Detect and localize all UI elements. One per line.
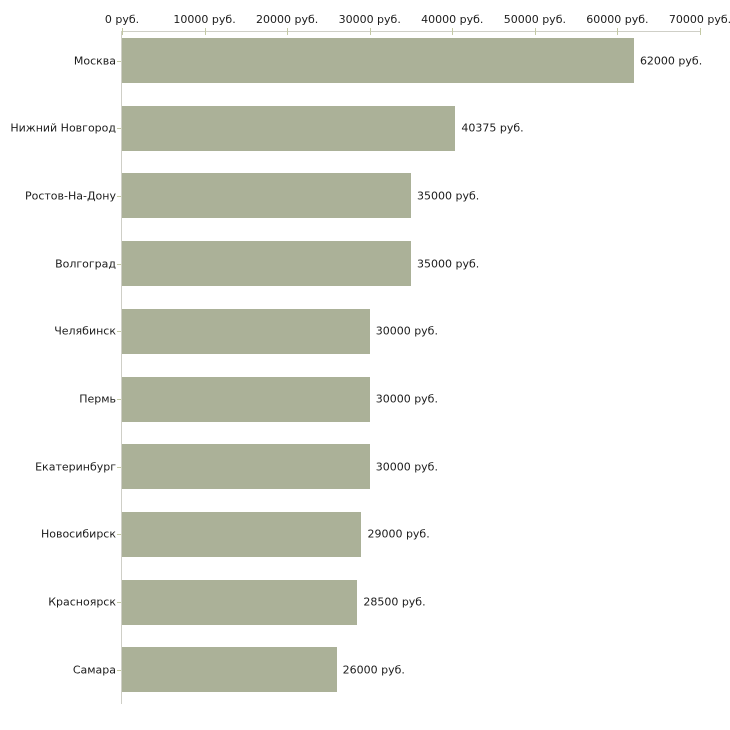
bar	[122, 511, 362, 557]
value-label: 30000 руб.	[375, 392, 438, 406]
bar	[122, 105, 456, 151]
bar	[122, 308, 370, 354]
x-axis-tick-label: 20000 руб.	[256, 13, 319, 26]
category-tick	[117, 534, 121, 536]
category-tick	[117, 60, 121, 62]
x-axis-tick	[617, 28, 619, 35]
category-label: Екатеринбург	[35, 460, 116, 474]
category-tick	[117, 195, 121, 197]
x-axis-line	[121, 31, 701, 32]
category-tick	[117, 399, 121, 400]
value-label: 30000 руб.	[375, 324, 438, 338]
value-label: 35000 руб.	[417, 189, 480, 203]
bar	[122, 173, 411, 219]
value-label: 62000 руб.	[639, 54, 703, 67]
category-tick	[117, 602, 121, 604]
category-tick	[117, 669, 121, 671]
category-label: Самара	[72, 663, 116, 677]
x-axis-tick	[700, 28, 701, 35]
x-axis-tick-label: 0 руб.	[104, 13, 140, 26]
category-tick	[117, 263, 121, 265]
category-label: Волгоград	[55, 257, 116, 271]
bar	[122, 647, 337, 693]
x-axis-tick-label: 40000 руб.	[421, 13, 484, 26]
x-axis-tick	[452, 28, 454, 35]
x-axis-tick	[287, 28, 289, 35]
x-axis-tick	[534, 28, 536, 35]
category-label: Ростов-На-Дону	[24, 189, 116, 203]
x-axis-tick-label: 30000 руб.	[338, 13, 401, 26]
value-label: 35000 руб.	[417, 257, 480, 271]
x-axis-tick-label: 50000 руб.	[503, 13, 566, 26]
x-axis-tick	[204, 28, 206, 35]
category-label: Москва	[73, 54, 116, 67]
bar	[122, 241, 411, 287]
category-label: Новосибирск	[40, 527, 116, 541]
bar	[122, 38, 634, 83]
x-axis-tick-label: 70000 руб.	[668, 13, 730, 26]
bar	[122, 444, 370, 490]
bar	[122, 376, 370, 422]
category-label: Красноярск	[48, 595, 116, 609]
value-label: 30000 руб.	[375, 460, 438, 474]
category-tick	[117, 331, 121, 333]
x-axis-tick	[369, 28, 371, 35]
category-tick	[117, 128, 121, 130]
value-label: 40375 руб.	[461, 121, 524, 135]
bar	[122, 579, 358, 625]
x-axis-tick	[122, 28, 123, 35]
y-axis-line	[121, 31, 122, 704]
x-axis-tick-label: 10000 руб.	[173, 13, 236, 26]
category-tick	[117, 466, 121, 468]
value-label: 26000 руб.	[342, 663, 405, 677]
value-label: 29000 руб.	[367, 527, 430, 541]
category-label: Пермь	[79, 392, 116, 406]
category-label: Челябинск	[54, 324, 116, 338]
value-label: 28500 руб.	[363, 595, 426, 609]
x-axis-tick-label: 60000 руб.	[586, 13, 649, 26]
category-label: Нижний Новгород	[10, 121, 116, 135]
